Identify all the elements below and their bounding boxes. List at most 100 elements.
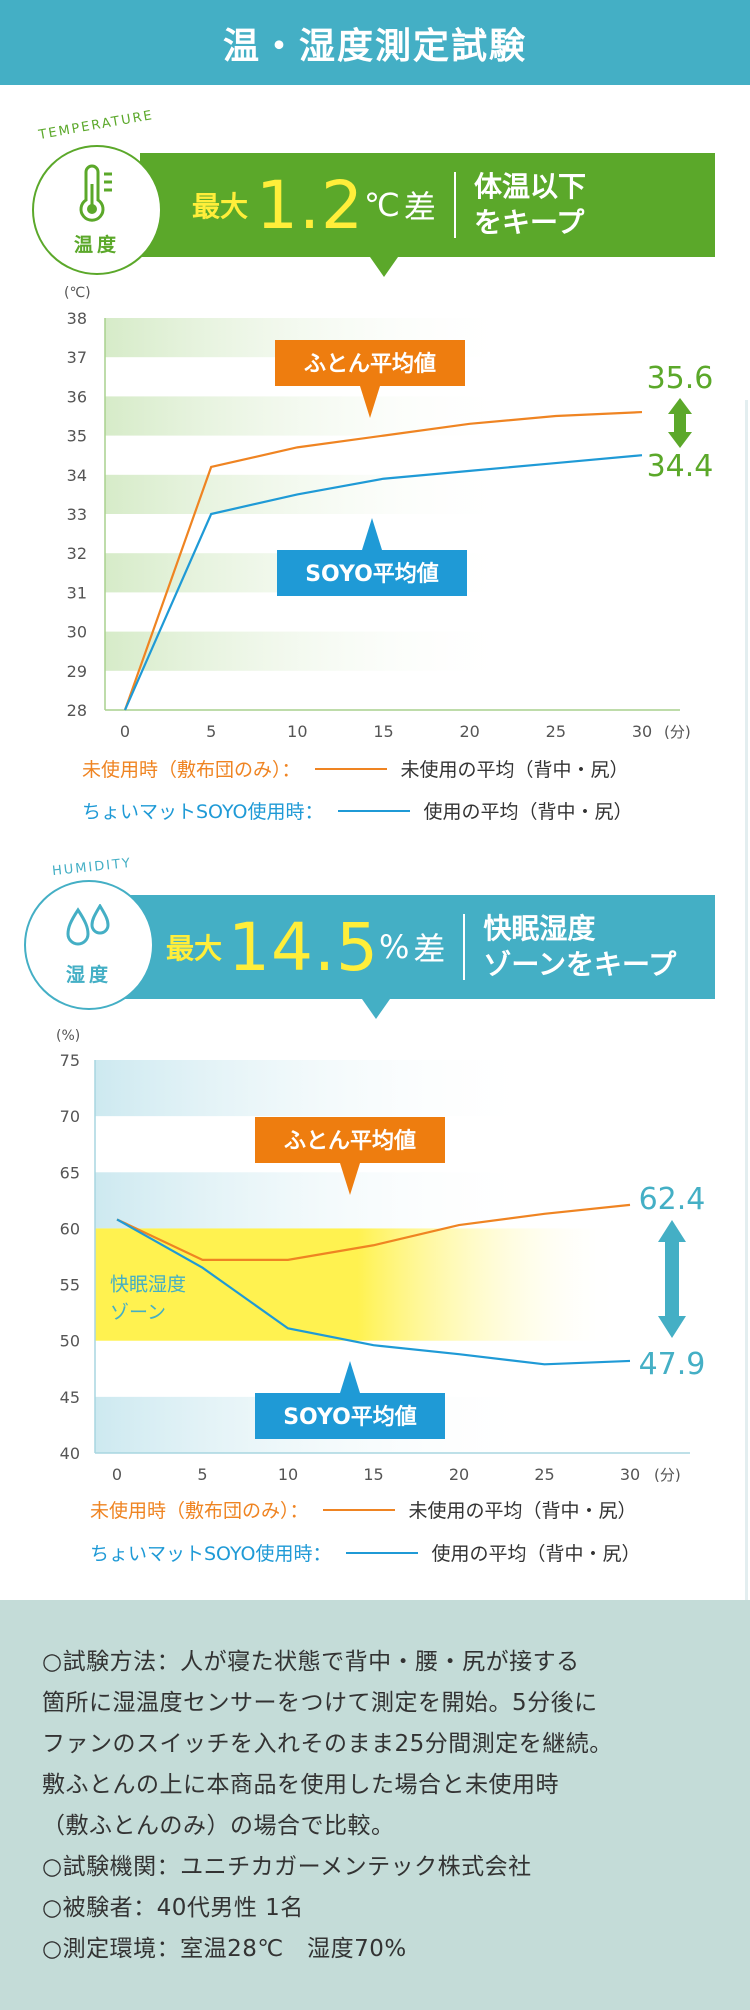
humidity-soyo-callout-label: SOYO平均値: [283, 1404, 417, 1430]
notes-line: ○試験方法：人が寝た状態で背中・腰・尻が接する: [42, 1649, 580, 1675]
temperature-x-tick: 5: [206, 722, 216, 741]
humidity-x-tick: 5: [197, 1465, 207, 1484]
humidity-legend-row-2: ちょいマットSOYO使用時： 使用の平均（背中・尻）: [90, 1539, 641, 1566]
humidity-x-tick: 25: [534, 1465, 554, 1484]
notes-line: ○被験者：40代男性 1名: [42, 1895, 304, 1921]
humidity-grid-band: [95, 1172, 620, 1229]
temperature-x-tick: 10: [287, 722, 307, 741]
temperature-x-tick: 15: [373, 722, 393, 741]
humidity-grid-band: [95, 1060, 620, 1117]
temperature-soyo-callout-label: SOYO平均値: [305, 561, 439, 587]
page-title-text: 温・湿度測定試験: [222, 25, 527, 67]
temperature-end-value-high: 35.6: [647, 361, 714, 396]
temperature-y-tick: 33: [67, 505, 87, 524]
humidity-banner-value: 14.5: [228, 908, 379, 986]
notes-line: （敷ふとんのみ）の場合で比較。: [42, 1813, 395, 1839]
temperature-banner: 最大 1.2 ℃ 差 体温以下 をキープ: [140, 153, 715, 257]
humidity-x-axis-label: (分): [654, 1466, 681, 1484]
humidity-legend-swatch-1: [322, 1508, 395, 1511]
humidity-x-tick: 30: [620, 1465, 640, 1484]
humidity-x-tick: 20: [449, 1465, 469, 1484]
temperature-banner-message-line2: をキープ: [473, 206, 585, 239]
temperature-banner-diff: 差: [403, 188, 436, 226]
humidity-soyo-line: [116, 1218, 631, 1366]
humidity-legend-desc-2: 使用の平均（背中・尻）: [431, 1543, 641, 1565]
humidity-arc-label: HUMIDITY: [51, 855, 133, 880]
humidity-x-tick: 10: [278, 1465, 298, 1484]
humidity-banner-message-line2: ゾーンをキープ: [483, 948, 677, 981]
temperature-legend-swatch-1: [314, 767, 387, 770]
temperature-x-tick: 25: [546, 722, 566, 741]
humidity-legend-desc-1: 未使用の平均（背中・尻）: [408, 1500, 637, 1522]
notes-line: ○測定環境：室温28℃ 湿度70%: [42, 1936, 407, 1962]
temperature-badge-label: 温度: [73, 233, 120, 256]
humidity-badge: 湿度: [24, 880, 154, 1010]
humidity-banner-message: 快眠湿度 ゾーンをキープ: [483, 911, 676, 983]
notes-line: 敷ふとんの上に本商品を使用した場合と未使用時: [42, 1772, 559, 1798]
temperature-grid-band: [105, 396, 620, 436]
humidity-chart: 40 45 50 55 60 65 70 75 (%) 0 5 10 15 20 25 30 (分) 快眠湿度ゾー…: [56, 1028, 706, 1484]
temperature-x-axis-label: (分): [664, 723, 691, 741]
humidity-banner-prefix: 最大: [166, 932, 223, 965]
humidity-banner-divider: [463, 914, 466, 980]
temperature-banner-message: 体温以下 をキープ: [474, 169, 586, 241]
humidity-y-tick: 55: [60, 1276, 80, 1295]
temperature-banner-pointer: [370, 257, 398, 277]
temperature-y-tick: 36: [67, 387, 87, 406]
humidity-banner: 最大 14.5 % 差 快眠湿度 ゾーンをキープ: [120, 895, 715, 999]
temperature-badge: 温度: [32, 145, 162, 275]
humidity-y-tick: 65: [60, 1163, 80, 1182]
humidity-banner-pointer: [362, 999, 390, 1019]
humidity-y-tick: 75: [60, 1051, 80, 1070]
temperature-y-tick: 30: [67, 623, 87, 642]
temperature-grid-band: [105, 474, 620, 514]
humidity-banner-unit: %: [378, 928, 410, 966]
temperature-y-tick: 37: [67, 348, 87, 367]
humidity-y-tick: 50: [60, 1332, 80, 1351]
temperature-soyo-callout-pointer: [362, 518, 382, 550]
humidity-futon-callout-pointer: [340, 1163, 360, 1195]
page-title: 温・湿度測定試験: [0, 0, 750, 85]
temperature-end-value-low: 34.4: [647, 449, 714, 484]
humidity-double-arrow-icon: [658, 1220, 686, 1338]
temperature-y-tick: 31: [67, 583, 87, 602]
temperature-futon-callout-box: [275, 340, 465, 386]
humidity-end-value-low: 47.9: [639, 1347, 706, 1382]
temperature-banner-message-line1: 体温以下: [473, 170, 586, 203]
humidity-x-tick: 15: [363, 1465, 383, 1484]
humidity-soyo-callout-pointer: [340, 1361, 360, 1393]
humidity-banner-message-line1: 快眠湿度: [483, 912, 596, 945]
humidity-futon-callout-label: ふとん平均値: [284, 1128, 416, 1154]
temperature-legend-desc-1: 未使用の平均（背中・尻）: [400, 759, 629, 781]
temperature-futon-callout-label: ふとん平均値: [304, 351, 436, 377]
humidity-legend-swatch-2: [345, 1551, 418, 1554]
humidity-soyo-callout-box: [255, 1393, 445, 1439]
temperature-soyo-line: [123, 454, 643, 711]
temperature-banner-unit: ℃: [363, 186, 400, 224]
humidity-y-tick: 60: [60, 1219, 80, 1238]
temperature-x-tick: 0: [120, 722, 130, 741]
humidity-banner-diff: 差: [413, 930, 446, 968]
temperature-banner-prefix: 最大: [192, 190, 249, 223]
temperature-x-tick: 20: [459, 722, 479, 741]
notes-line: 箇所に湿温度センサーをつけて測定を開始。5分後に: [42, 1690, 598, 1716]
humidity-y-tick: 70: [60, 1107, 80, 1126]
notes-line: ○試験機関：ユニチカガーメンテック株式会社: [42, 1854, 532, 1880]
temperature-y-tick: 35: [67, 427, 87, 446]
temperature-y-tick: 38: [67, 309, 87, 328]
comfort-zone-label-line2: ゾーン: [110, 1302, 166, 1324]
humidity-y-tick: 45: [60, 1388, 80, 1407]
humidity-legend-row-1: 未使用時（敷布団のみ）： 未使用の平均（背中・尻）: [90, 1496, 637, 1523]
temperature-legend-desc-2: 使用の平均（背中・尻）: [423, 801, 633, 823]
temperature-x-tick: 30: [632, 722, 652, 741]
temperature-legend-swatch-2: [337, 809, 410, 812]
temperature-double-arrow-icon: [668, 398, 692, 448]
humidity-futon-callout-box: [255, 1117, 445, 1163]
temperature-legend-row-1: 未使用時（敷布団のみ）： 未使用の平均（背中・尻）: [82, 755, 629, 782]
test-method-notes: ○試験方法：人が寝た状態で背中・腰・尻が接する 箇所に湿温度センサーをつけて測定…: [0, 1600, 750, 2010]
humidity-legend-label-1: 未使用時（敷布団のみ）：: [90, 1500, 309, 1522]
temperature-soyo-callout-box: [277, 550, 467, 596]
temperature-futon-callout-pointer: [360, 386, 380, 418]
thermometer-icon: [79, 164, 112, 222]
humidity-end-value-high: 62.4: [639, 1182, 706, 1217]
